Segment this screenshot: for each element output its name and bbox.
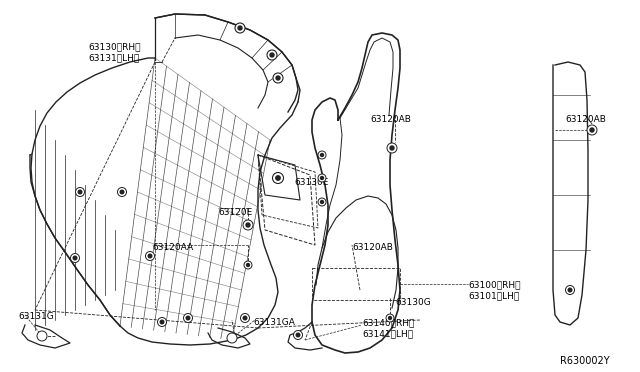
- Circle shape: [243, 316, 247, 320]
- Text: 63120AB: 63120AB: [352, 243, 393, 252]
- Text: 63101〈LH〉: 63101〈LH〉: [468, 291, 519, 300]
- Circle shape: [246, 263, 250, 266]
- Text: R630002Y: R630002Y: [560, 356, 610, 366]
- Text: 63131G: 63131G: [18, 312, 54, 321]
- Circle shape: [587, 125, 597, 135]
- Circle shape: [120, 190, 124, 194]
- Circle shape: [157, 317, 166, 327]
- Circle shape: [276, 76, 280, 80]
- Circle shape: [238, 26, 242, 30]
- Circle shape: [318, 151, 326, 159]
- Circle shape: [321, 154, 323, 157]
- Circle shape: [566, 285, 575, 295]
- Circle shape: [276, 176, 280, 180]
- Circle shape: [387, 143, 397, 153]
- Circle shape: [267, 50, 277, 60]
- Text: 63100〈RH〉: 63100〈RH〉: [468, 280, 520, 289]
- Circle shape: [390, 146, 394, 150]
- Circle shape: [321, 176, 323, 180]
- Circle shape: [590, 128, 594, 132]
- Circle shape: [246, 223, 250, 227]
- Circle shape: [241, 314, 250, 323]
- Circle shape: [145, 251, 154, 260]
- Circle shape: [186, 316, 190, 320]
- Text: 63120AA: 63120AA: [152, 243, 193, 252]
- Text: 63141〈LH〉: 63141〈LH〉: [362, 329, 413, 338]
- Circle shape: [273, 173, 284, 183]
- Text: 63120E: 63120E: [218, 208, 252, 217]
- Text: 63130E: 63130E: [294, 178, 328, 187]
- Circle shape: [568, 288, 572, 292]
- Circle shape: [118, 187, 127, 196]
- Circle shape: [270, 53, 274, 57]
- Text: 63140〈RH〉: 63140〈RH〉: [362, 318, 414, 327]
- Text: 63131〈LH〉: 63131〈LH〉: [88, 53, 140, 62]
- Text: 63131GA: 63131GA: [253, 318, 295, 327]
- Circle shape: [244, 261, 252, 269]
- Circle shape: [37, 331, 47, 341]
- Circle shape: [73, 256, 77, 260]
- Circle shape: [235, 23, 245, 33]
- Text: 63120AB: 63120AB: [565, 115, 606, 124]
- Text: 63130G: 63130G: [395, 298, 431, 307]
- Circle shape: [148, 254, 152, 258]
- Circle shape: [318, 198, 326, 206]
- Circle shape: [76, 187, 84, 196]
- Circle shape: [294, 330, 303, 340]
- Text: 63120AB: 63120AB: [370, 115, 411, 124]
- Circle shape: [78, 190, 82, 194]
- Circle shape: [243, 220, 253, 230]
- Circle shape: [184, 314, 193, 323]
- Circle shape: [386, 314, 394, 322]
- Text: 63130〈RH〉: 63130〈RH〉: [88, 42, 141, 51]
- Circle shape: [388, 317, 392, 320]
- Circle shape: [160, 320, 164, 324]
- Circle shape: [70, 253, 79, 263]
- Circle shape: [296, 333, 300, 337]
- Circle shape: [273, 73, 283, 83]
- Circle shape: [318, 174, 326, 182]
- Circle shape: [321, 201, 323, 203]
- Circle shape: [227, 333, 237, 343]
